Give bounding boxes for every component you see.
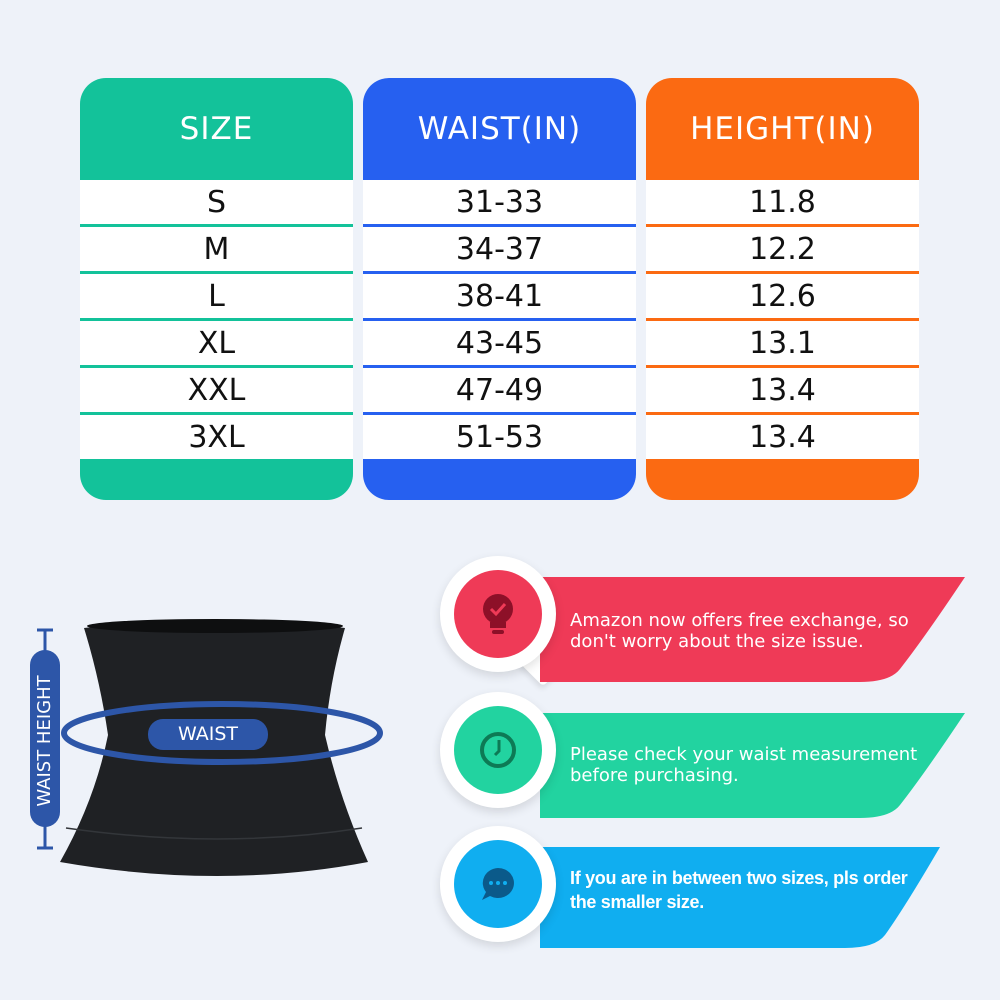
lightbulb-check-icon — [454, 570, 542, 658]
callout-banner — [540, 577, 965, 682]
size-cell: M — [80, 227, 353, 271]
waist-cell: 38-41 — [363, 274, 636, 318]
waist-column: WAIST(IN) 31-33 34-37 38-41 43-45 47-49 … — [363, 78, 636, 500]
height-column: HEIGHT(IN) 11.8 12.2 12.6 13.1 13.4 13.4 — [646, 78, 919, 500]
callout-between-sizes: If you are in between two sizes, pls ord… — [440, 826, 970, 956]
callout-banner — [540, 713, 965, 818]
height-cell: 13.1 — [646, 321, 919, 365]
height-cell: 13.4 — [646, 415, 919, 459]
callout-text: If you are in between two sizes, pls ord… — [570, 868, 908, 912]
waist-cell: 51-53 — [363, 415, 636, 459]
size-cell: S — [80, 180, 353, 224]
size-header: SIZE — [179, 111, 254, 147]
callout-exchange: Amazon now offers free exchange, so don't… — [440, 556, 970, 687]
clock-icon — [454, 706, 542, 794]
size-column: SIZE S M L XL XXL 3XL — [80, 78, 353, 500]
callout-measure: Please check your waist measurement befor… — [440, 692, 970, 822]
height-cell: 12.2 — [646, 227, 919, 271]
callout-text: Amazon now offers free exchange, so don't… — [570, 610, 909, 652]
callout-text: Please check your waist measurement befor… — [570, 744, 918, 786]
waist-cell: 31-33 — [363, 180, 636, 224]
size-cell: L — [80, 274, 353, 318]
waist-cell: 47-49 — [363, 368, 636, 412]
waist-ring — [61, 701, 383, 765]
height-cell: 11.8 — [646, 180, 919, 224]
waist-trainer-diagram — [30, 619, 383, 876]
waist-cell: 43-45 — [363, 321, 636, 365]
waist-header: WAIST(IN) — [417, 111, 582, 147]
height-cell: 13.4 — [646, 368, 919, 412]
callout-banner — [540, 847, 940, 948]
height-header: HEIGHT(IN) — [690, 111, 875, 147]
size-cell: XL — [80, 321, 353, 365]
height-cell: 12.6 — [646, 274, 919, 318]
waist-label: WAIST — [177, 723, 238, 745]
size-cell: 3XL — [80, 415, 353, 459]
waist-height-label: WAIST HEIGHT — [34, 675, 55, 807]
waist-cell: 34-37 — [363, 227, 636, 271]
chat-bubble-icon — [454, 840, 542, 928]
size-cell: XXL — [80, 368, 353, 412]
